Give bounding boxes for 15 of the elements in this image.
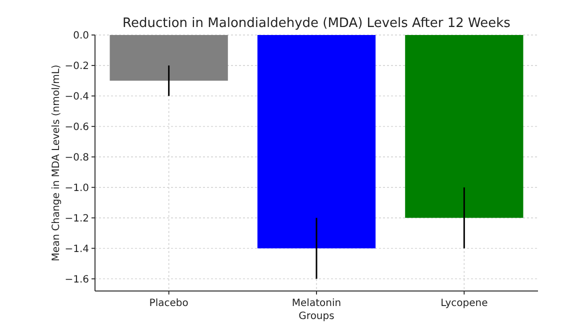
y-tick-label: −0.4 — [64, 91, 89, 102]
y-tick-label: −1.4 — [64, 244, 89, 255]
y-tick-label: −0.8 — [64, 152, 89, 164]
y-axis-title: Mean Change in MDA Levels (nmol/mL) — [51, 64, 62, 262]
x-tick-label: Placebo — [149, 298, 188, 309]
y-tick-label: −0.6 — [64, 122, 89, 133]
x-tick-label: Lycopene — [440, 298, 488, 309]
y-tick-label: −1.2 — [64, 213, 89, 224]
y-tick-label: −1.0 — [64, 182, 89, 194]
chart-title: Reduction in Malondialdehyde (MDA) Levels After 12 Weeks — [122, 16, 511, 31]
x-tick-label: Melatonin — [292, 298, 342, 309]
x-axis-title: Groups — [298, 311, 334, 322]
y-tick-label: −0.2 — [64, 60, 89, 72]
y-tick-label: 0.0 — [73, 30, 89, 42]
y-tick-label: −1.6 — [64, 274, 89, 286]
